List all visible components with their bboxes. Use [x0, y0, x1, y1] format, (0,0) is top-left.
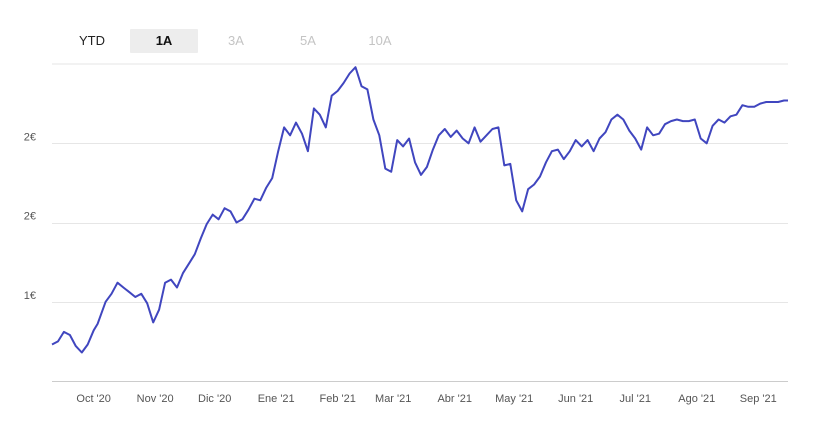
range-tab-5a[interactable]: 5A [300, 33, 316, 48]
x-axis: Oct '20 Nov '20 Dic '20 Ene '21 Feb '21 Mar '… [52, 381, 788, 405]
x-tick-label: Jul '21 [620, 393, 651, 405]
x-tick-label: Feb '21 [319, 393, 355, 405]
x-tick-label: Dic '20 [198, 393, 231, 405]
x-tick-label: Nov '20 [137, 393, 174, 405]
chart-series [51, 66, 788, 354]
y-tick-label: 2€ [24, 131, 36, 143]
x-tick-label: Sep '21 [740, 393, 777, 405]
x-tick-label: Ene '21 [258, 393, 295, 405]
y-tick-label: 2€ [24, 211, 36, 223]
range-tab-3a[interactable]: 3A [228, 33, 244, 48]
series-line [51, 66, 788, 354]
x-tick-label: Mar '21 [375, 393, 411, 405]
x-tick-label: Ago '21 [678, 393, 715, 405]
range-tab-10a[interactable]: 10A [368, 33, 392, 48]
chart-grid [52, 63, 788, 303]
range-tab-ytd[interactable]: YTD [79, 33, 105, 48]
x-tick-label: May '21 [495, 393, 533, 405]
x-tick-label: Jun '21 [558, 393, 593, 405]
y-tick-label: 1€ [24, 290, 36, 302]
range-tab-1a[interactable]: 1A [130, 29, 198, 53]
x-tick-label: Oct '20 [76, 393, 111, 405]
range-selector: YTD 1A 3A 5A 10A [58, 29, 414, 53]
x-tick-label: Abr '21 [437, 393, 472, 405]
y-axis: 1€ 2€ 2€ [24, 131, 36, 302]
